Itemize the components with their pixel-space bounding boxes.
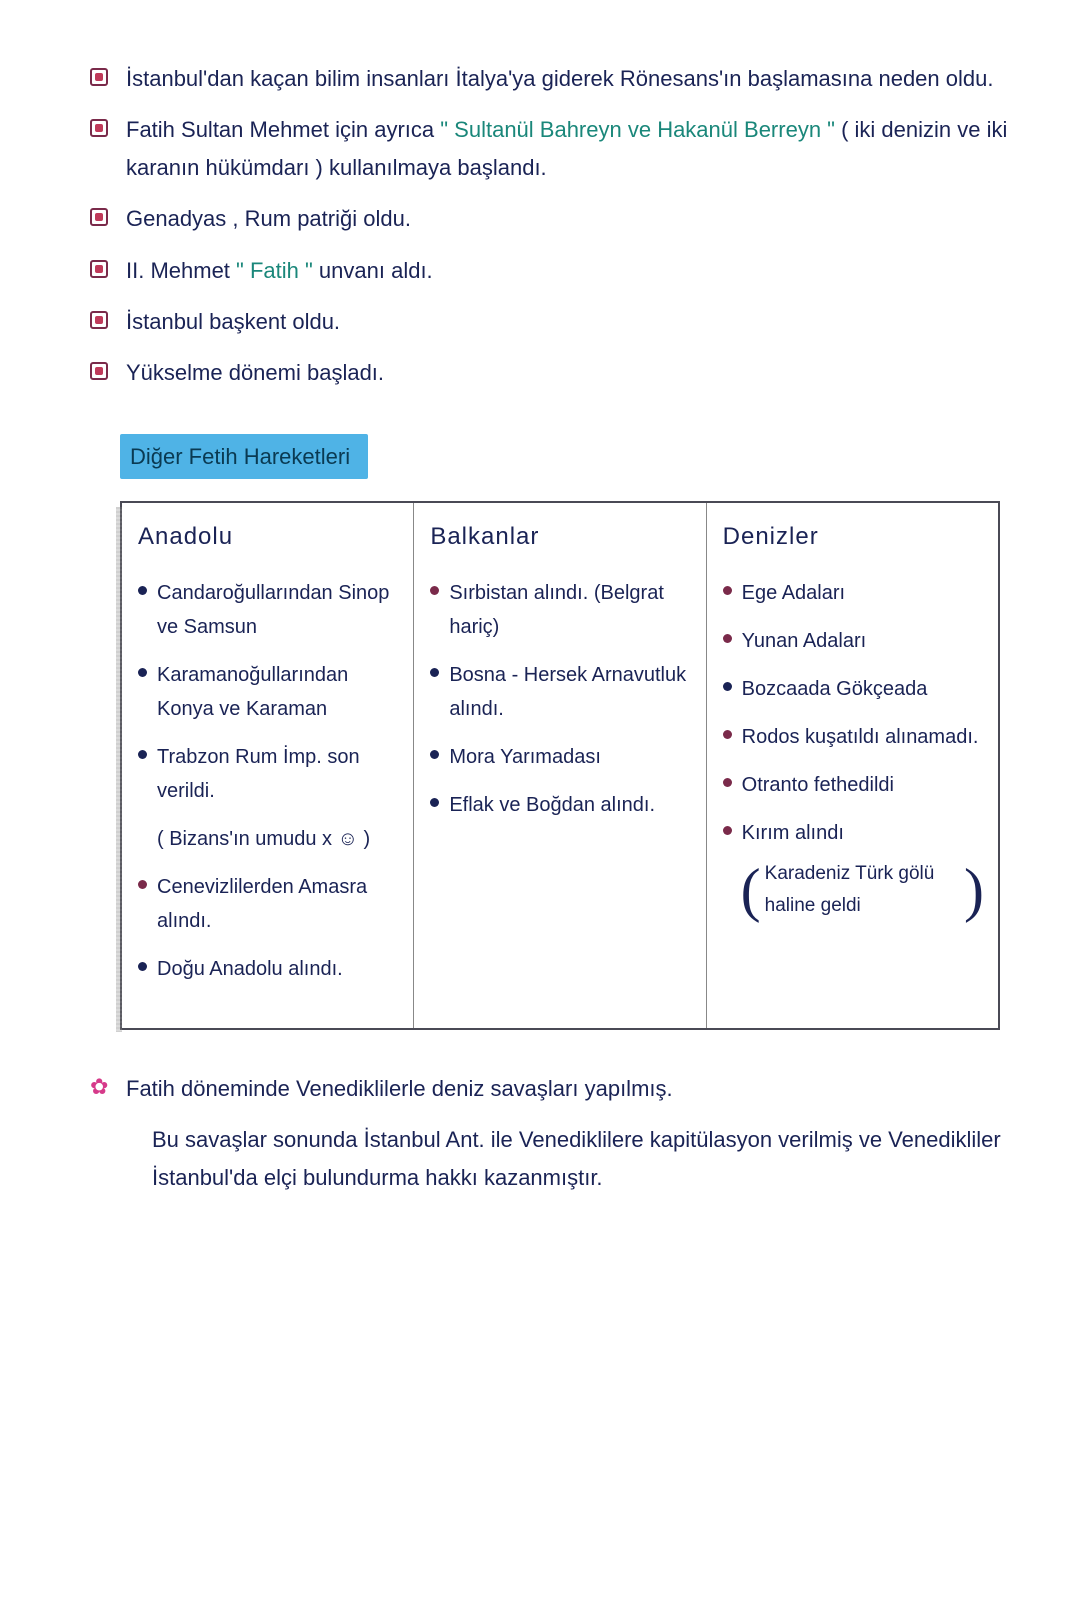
table-item: Kırım alındı bbox=[723, 816, 984, 850]
table-item-text: Bozcaada Gökçeada bbox=[742, 672, 928, 706]
table-item-text: Doğu Anadolu alındı. bbox=[157, 952, 343, 986]
note-text: Genadyas , Rum patriği oldu. bbox=[126, 200, 1010, 237]
table-column: Anadolu Candaroğullarından Sinop ve Samsu… bbox=[122, 503, 414, 1028]
table-item: Bozcaada Gökçeada bbox=[723, 672, 984, 706]
table-item: Rodos kuşatıldı alınamadı. bbox=[723, 720, 984, 754]
note-text: II. Mehmet " Fatih " unvanı aldı. bbox=[126, 252, 1010, 289]
dot-icon bbox=[723, 586, 732, 595]
note-line: İstanbul'dan kaçan bilim insanları İtaly… bbox=[90, 60, 1010, 97]
dot-icon bbox=[723, 730, 732, 739]
table-item-text: Cenevizlilerden Amasra alındı. bbox=[157, 870, 399, 938]
conquests-table: Anadolu Candaroğullarından Sinop ve Samsu… bbox=[120, 501, 1000, 1030]
table-item: Otranto fethedildi bbox=[723, 768, 984, 802]
table-item-text: Trabzon Rum İmp. son verildi. bbox=[157, 740, 399, 808]
column-header: Denizler bbox=[723, 517, 984, 558]
note-text: İstanbul başkent oldu. bbox=[126, 303, 1010, 340]
table-item: Yunan Adaları bbox=[723, 624, 984, 658]
dot-icon bbox=[723, 778, 732, 787]
table-item-text: Mora Yarımadası bbox=[449, 740, 601, 774]
flower-icon: ✿ bbox=[90, 1076, 112, 1098]
dot-icon bbox=[430, 586, 439, 595]
table-column: Balkanlar Sırbistan alındı. (Belgrat hari… bbox=[414, 503, 706, 1028]
table-item: Trabzon Rum İmp. son verildi. bbox=[138, 740, 399, 808]
dot-icon bbox=[723, 826, 732, 835]
square-bullet-icon bbox=[90, 362, 108, 380]
table-item: Sırbistan alındı. (Belgrat hariç) bbox=[430, 576, 691, 644]
dot-icon bbox=[723, 634, 732, 643]
note-line: İstanbul başkent oldu. bbox=[90, 303, 1010, 340]
dot-icon bbox=[430, 750, 439, 759]
bottom-lead: Fatih döneminde Venediklilerle deniz sav… bbox=[126, 1070, 1010, 1107]
bottom-note: ✿ Fatih döneminde Venediklilerle deniz s… bbox=[90, 1070, 1010, 1196]
paren-note: (Karadeniz Türk gölü haline geldi) bbox=[741, 858, 984, 923]
table-item-text: Karamanoğullarından Konya ve Karaman bbox=[157, 658, 399, 726]
note-line: Genadyas , Rum patriği oldu. bbox=[90, 200, 1010, 237]
table-item: Ege Adaları bbox=[723, 576, 984, 610]
table-item-text: Candaroğullarından Sinop ve Samsun bbox=[157, 576, 399, 644]
column-header: Balkanlar bbox=[430, 517, 691, 558]
dot-icon bbox=[138, 668, 147, 677]
dot-icon bbox=[138, 880, 147, 889]
note-text: Yükselme dönemi başladı. bbox=[126, 354, 1010, 391]
table-item: Cenevizlilerden Amasra alındı. bbox=[138, 870, 399, 938]
dot-icon bbox=[430, 798, 439, 807]
table-item: Karamanoğullarından Konya ve Karaman bbox=[138, 658, 399, 726]
table-column: Denizler Ege Adaları Yunan Adaları Bozcaada… bbox=[707, 503, 998, 1028]
table-item-text: Ege Adaları bbox=[742, 576, 845, 610]
table-item-text: Sırbistan alındı. (Belgrat hariç) bbox=[449, 576, 691, 644]
top-notes: İstanbul'dan kaçan bilim insanları İtaly… bbox=[90, 60, 1010, 392]
note-line: Fatih Sultan Mehmet için ayrıca " Sultan… bbox=[90, 111, 1010, 186]
table-item: Bosna - Hersek Arnavutluk alındı. bbox=[430, 658, 691, 726]
dot-icon bbox=[138, 962, 147, 971]
table-item-text: Rodos kuşatıldı alınamadı. bbox=[742, 720, 979, 754]
table-item: ( Bizans'ın umudu x ☺ ) bbox=[138, 822, 399, 856]
dot-icon bbox=[138, 750, 147, 759]
dot-icon bbox=[723, 682, 732, 691]
table-item-text: ( Bizans'ın umudu x ☺ ) bbox=[157, 822, 370, 856]
dot-icon bbox=[138, 586, 147, 595]
note-line: Yükselme dönemi başladı. bbox=[90, 354, 1010, 391]
table-item-text: Bosna - Hersek Arnavutluk alındı. bbox=[449, 658, 691, 726]
table-item-text: Kırım alındı bbox=[742, 816, 844, 850]
dot-icon bbox=[430, 668, 439, 677]
table-item: Mora Yarımadası bbox=[430, 740, 691, 774]
section-title: Diğer Fetih Hareketleri bbox=[120, 434, 368, 479]
table-item-text: Eflak ve Boğdan alındı. bbox=[449, 788, 655, 822]
square-bullet-icon bbox=[90, 208, 108, 226]
square-bullet-icon bbox=[90, 260, 108, 278]
square-bullet-icon bbox=[90, 311, 108, 329]
square-bullet-icon bbox=[90, 119, 108, 137]
note-text: İstanbul'dan kaçan bilim insanları İtaly… bbox=[126, 60, 1010, 97]
table-item-text: Yunan Adaları bbox=[742, 624, 867, 658]
square-bullet-icon bbox=[90, 68, 108, 86]
bottom-cont: Bu savaşlar sonunda İstanbul Ant. ile Ve… bbox=[152, 1121, 1010, 1196]
table-item: Eflak ve Boğdan alındı. bbox=[430, 788, 691, 822]
table-item: Doğu Anadolu alındı. bbox=[138, 952, 399, 986]
table-item-text: Otranto fethedildi bbox=[742, 768, 894, 802]
note-line: II. Mehmet " Fatih " unvanı aldı. bbox=[90, 252, 1010, 289]
note-text: Fatih Sultan Mehmet için ayrıca " Sultan… bbox=[126, 111, 1010, 186]
column-header: Anadolu bbox=[138, 517, 399, 558]
table-item: Candaroğullarından Sinop ve Samsun bbox=[138, 576, 399, 644]
